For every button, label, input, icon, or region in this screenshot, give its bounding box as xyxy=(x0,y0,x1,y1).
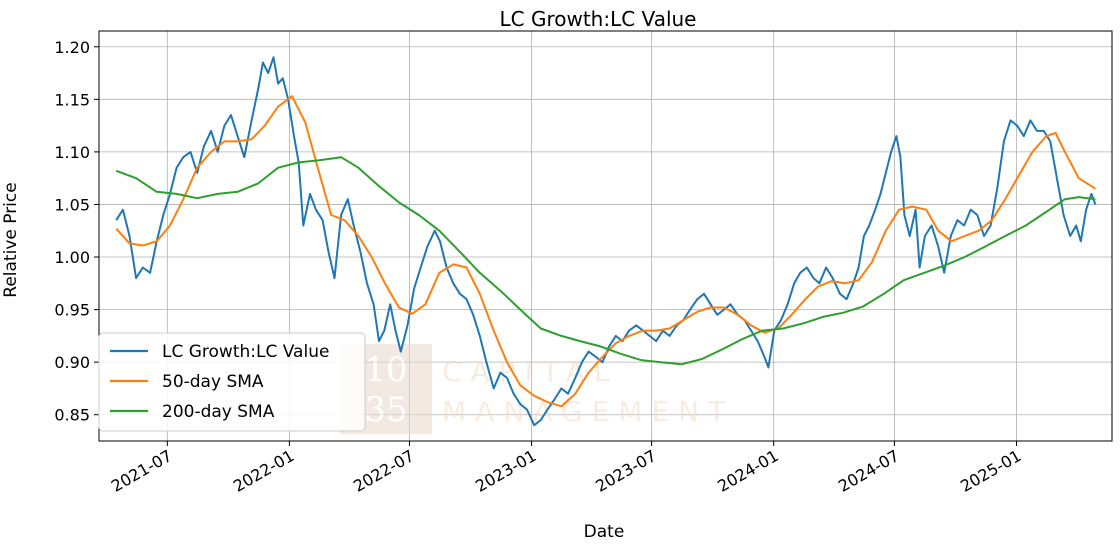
y-tick-label: 0.90 xyxy=(54,353,90,372)
x-tick-label: 2024-01 xyxy=(714,446,781,496)
x-tick-label: 2024-07 xyxy=(835,446,902,496)
series-layer xyxy=(115,56,1097,427)
x-axis-ticks: 2021-07 2022-01 2022-07 2023-01 2023-07 2024-… xyxy=(108,441,1024,496)
watermark-number-top: 10 xyxy=(364,350,407,390)
y-tick-label: 1.00 xyxy=(54,248,90,267)
grid-lines xyxy=(99,31,1112,441)
plot-frame xyxy=(98,30,1113,442)
y-tick-label: 1.05 xyxy=(54,195,90,214)
x-tick-label: 2025-01 xyxy=(957,446,1024,496)
series-line-0 xyxy=(115,56,1097,427)
x-tick-label: 2023-01 xyxy=(472,446,539,496)
x-tick-label: 2022-01 xyxy=(230,446,297,496)
legend-label-1: 50-day SMA xyxy=(162,372,264,392)
legend: LC Growth:LC Value 50-day SMA 200-day SMA xyxy=(98,332,366,432)
y-tick-label: 0.85 xyxy=(54,406,90,425)
x-tick-label: 2021-07 xyxy=(108,446,175,496)
legend-label-2: 200-day SMA xyxy=(162,402,275,422)
watermark-word-management: MANAGEMENT xyxy=(442,395,734,428)
y-tick-label: 1.10 xyxy=(54,143,90,162)
y-tick-label: 0.95 xyxy=(54,301,90,320)
watermark-logo: 10 35 CAPITAL MANAGEMENT xyxy=(340,344,734,434)
y-tick-label: 1.15 xyxy=(54,90,90,109)
legend-box xyxy=(98,332,366,432)
watermark-number-bottom: 35 xyxy=(364,390,407,430)
y-axis-ticks: 0.85 0.90 0.95 1.00 1.05 1.10 1.15 1.20 xyxy=(54,38,99,425)
watermark-word-capital: CAPITAL xyxy=(442,355,619,388)
series-line-2 xyxy=(115,156,1096,366)
x-tick-label: 2022-07 xyxy=(350,446,417,496)
chart-title: LC Growth:LC Value xyxy=(500,7,697,31)
y-tick-label: 1.20 xyxy=(54,38,90,57)
y-axis-label: Relative Price xyxy=(1,182,21,297)
legend-label-0: LC Growth:LC Value xyxy=(162,342,329,362)
x-axis-label: Date xyxy=(584,522,625,542)
x-tick-label: 2023-07 xyxy=(592,446,659,496)
